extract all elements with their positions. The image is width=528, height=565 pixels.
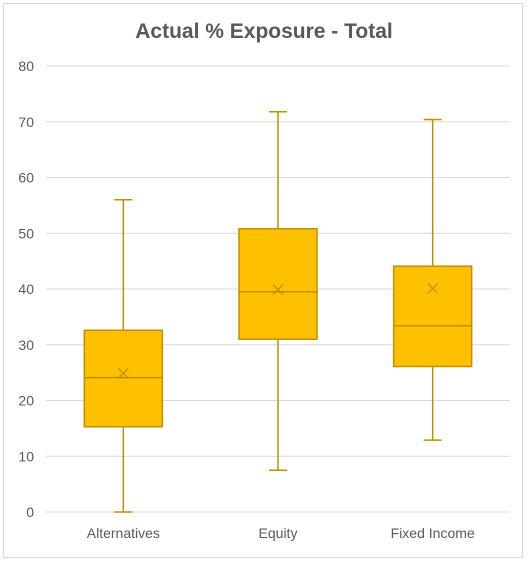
- iqr-box: [83, 329, 164, 428]
- iqr-box: [238, 228, 318, 340]
- y-tick-label: 80: [18, 58, 34, 74]
- iqr-box: [392, 265, 473, 368]
- y-tick-label: 40: [18, 281, 34, 297]
- y-tick-label: 70: [18, 114, 34, 130]
- box-fixed-income: [392, 118, 473, 441]
- mean-marker: [427, 282, 439, 294]
- y-tick-label: 10: [18, 448, 34, 464]
- x-axis-tick-labels: Alternatives Equity Fixed Income: [87, 525, 475, 541]
- boxes: [83, 110, 473, 513]
- y-axis-tick-labels: 0 10 20 30 40 50 60 70 80: [18, 58, 34, 520]
- mean-marker: [272, 284, 284, 296]
- y-tick-label: 50: [18, 225, 34, 241]
- x-tick-label: Fixed Income: [391, 525, 475, 541]
- x-tick-label: Alternatives: [87, 525, 160, 541]
- x-tick-label: Equity: [259, 525, 298, 541]
- box-equity: [238, 110, 318, 471]
- mean-marker: [117, 367, 129, 379]
- box-alternatives: [83, 199, 164, 513]
- y-tick-label: 20: [18, 393, 34, 409]
- chart-title: Actual % Exposure - Total: [135, 20, 393, 43]
- y-tick-label: 0: [26, 504, 34, 520]
- y-tick-label: 60: [18, 170, 34, 186]
- y-tick-label: 30: [18, 337, 34, 353]
